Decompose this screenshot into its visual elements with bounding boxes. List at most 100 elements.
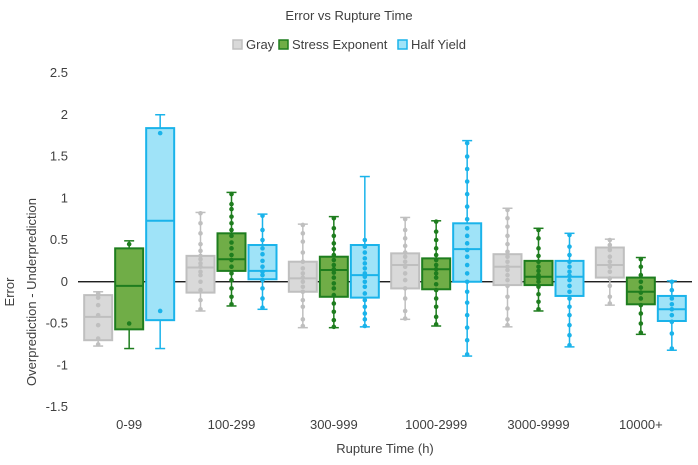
y-tick-label: 1 bbox=[61, 190, 68, 205]
data-point bbox=[505, 259, 510, 265]
data-point bbox=[638, 290, 644, 295]
y-tick-label: 2 bbox=[61, 107, 68, 122]
legend-label: Gray bbox=[246, 37, 275, 52]
data-point bbox=[505, 277, 510, 283]
data-point bbox=[362, 266, 368, 271]
data-point bbox=[300, 289, 306, 295]
data-point bbox=[300, 231, 306, 236]
data-point bbox=[331, 281, 337, 286]
data-point bbox=[300, 284, 306, 290]
data-point bbox=[300, 259, 306, 265]
data-point bbox=[433, 237, 439, 243]
data-point bbox=[669, 296, 675, 301]
data-point bbox=[198, 253, 203, 259]
data-point bbox=[505, 254, 510, 259]
y-tick-label: 1.5 bbox=[50, 149, 68, 164]
data-point bbox=[229, 221, 234, 226]
data-point bbox=[638, 272, 644, 278]
y-axis-title-line-2: Overprediction - Underprediction bbox=[24, 198, 39, 386]
box-group bbox=[145, 114, 176, 350]
y-tick-label: 0 bbox=[61, 274, 68, 289]
data-point bbox=[433, 266, 439, 272]
data-point bbox=[229, 201, 234, 207]
data-point bbox=[402, 296, 408, 301]
data-point bbox=[362, 284, 368, 290]
legend-label: Stress Exponent bbox=[292, 37, 388, 52]
data-point bbox=[433, 275, 439, 280]
data-point bbox=[229, 214, 234, 219]
data-point bbox=[638, 285, 644, 290]
y-axis-ticks: -1.5 -1 -0.5 0 0.5 1 1.5 2 2.5 bbox=[46, 65, 68, 414]
box-group bbox=[83, 291, 114, 347]
iqr-box bbox=[145, 127, 176, 322]
data-point bbox=[331, 270, 337, 275]
data-point bbox=[402, 243, 408, 249]
data-point bbox=[464, 352, 470, 357]
data-point bbox=[433, 257, 439, 263]
data-point bbox=[464, 241, 470, 246]
data-point bbox=[505, 215, 510, 221]
x-tick-label: 300-999 bbox=[310, 417, 358, 432]
data-point bbox=[362, 271, 368, 276]
data-point bbox=[433, 246, 439, 251]
data-point bbox=[229, 257, 234, 263]
data-point bbox=[607, 301, 613, 306]
data-point bbox=[331, 324, 337, 330]
data-point bbox=[433, 296, 439, 301]
data-point bbox=[260, 258, 265, 264]
data-point bbox=[198, 261, 203, 266]
data-point bbox=[362, 261, 368, 266]
data-point bbox=[331, 215, 337, 221]
data-point bbox=[464, 191, 470, 197]
data-point bbox=[433, 287, 439, 293]
box-group bbox=[390, 216, 421, 321]
data-point bbox=[607, 242, 613, 248]
data-point bbox=[362, 291, 368, 296]
legend-swatch bbox=[397, 39, 408, 50]
data-point bbox=[331, 266, 337, 272]
data-point bbox=[229, 227, 234, 233]
box-group bbox=[656, 279, 687, 351]
data-point bbox=[229, 277, 234, 283]
data-point bbox=[402, 277, 408, 283]
data-point bbox=[300, 222, 306, 228]
data-point bbox=[536, 299, 541, 305]
data-point bbox=[567, 277, 572, 283]
data-point bbox=[669, 279, 675, 285]
data-point bbox=[536, 279, 541, 285]
data-point bbox=[464, 300, 470, 305]
data-point bbox=[607, 264, 613, 270]
data-point bbox=[464, 271, 470, 276]
y-tick-label: -1.5 bbox=[46, 399, 68, 414]
data-point bbox=[402, 236, 408, 241]
data-point bbox=[505, 224, 510, 229]
data-point bbox=[331, 252, 337, 258]
data-point bbox=[536, 259, 541, 265]
data-point bbox=[567, 273, 572, 279]
data-point bbox=[198, 241, 203, 247]
x-axis-ticks: 0-99 100-299 300-999 1000-2999 3000-9999 1000… bbox=[116, 417, 663, 432]
data-point bbox=[198, 279, 203, 285]
data-point bbox=[362, 304, 368, 310]
data-point bbox=[402, 250, 408, 255]
data-point bbox=[536, 253, 541, 259]
data-point bbox=[505, 283, 510, 289]
data-point bbox=[229, 294, 234, 300]
data-point bbox=[362, 250, 368, 255]
data-point bbox=[331, 275, 337, 280]
data-point bbox=[402, 227, 408, 233]
data-point bbox=[505, 233, 510, 239]
data-point bbox=[638, 256, 644, 262]
data-point bbox=[433, 314, 439, 320]
data-point bbox=[505, 249, 510, 254]
box-group bbox=[421, 219, 452, 327]
data-point bbox=[362, 297, 368, 303]
data-point bbox=[464, 279, 470, 285]
data-point bbox=[536, 276, 541, 281]
legend-label: Half Yield bbox=[411, 37, 466, 52]
data-point bbox=[229, 252, 234, 258]
data-point bbox=[536, 284, 541, 290]
data-point bbox=[331, 309, 337, 315]
data-point bbox=[229, 246, 234, 251]
data-point bbox=[331, 292, 337, 298]
